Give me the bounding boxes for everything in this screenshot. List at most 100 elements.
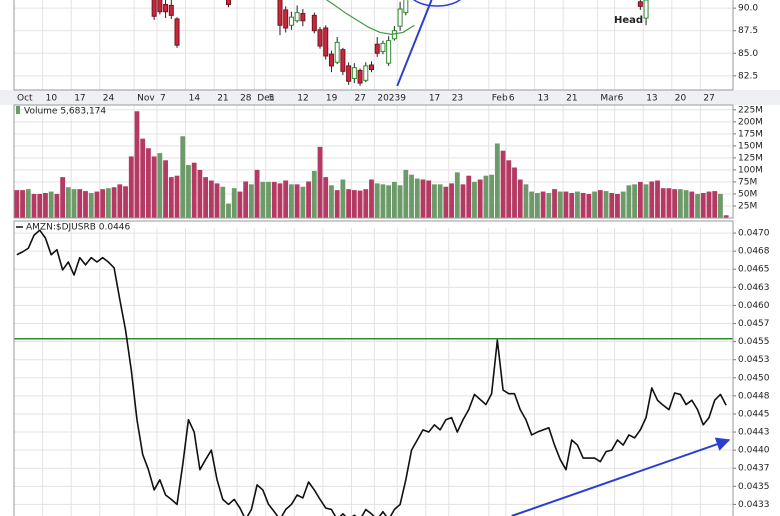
x-tick-label: 20 [675,94,687,104]
volume-bar [443,186,449,218]
volume-bar [237,191,243,218]
price-plot [14,0,733,90]
volume-bar [615,193,620,218]
volume-bar [506,160,512,218]
volume-bar [294,184,300,218]
y-tick-label: 0.0450 [738,373,770,383]
volume-bar [94,191,100,218]
volume-bar [603,191,609,218]
ratio-frame [13,220,734,516]
x-tick-label: 28 [240,94,252,104]
x-tick-label: 5 [269,94,275,104]
y-tick-label: 125M [738,153,763,163]
candle-body [294,12,300,22]
volume-bar [277,183,283,218]
candle-body [380,42,386,52]
volume-bar [546,192,552,218]
volume-bar [637,181,643,218]
volume-bar [306,181,311,218]
y-tick-label: 0.0468 [738,247,770,257]
volume-bar [25,189,31,218]
y-tick-label: 75M [738,177,757,187]
volume-bar [220,186,226,218]
volume-bar [134,111,140,218]
candle-body [374,43,380,54]
x-tick-label: 21 [217,94,228,104]
price-frame [13,0,734,91]
x-tick-label: 21 [566,94,577,104]
volume-bar [180,136,186,218]
volume-bar [660,188,666,218]
x-tick-label: 19 [326,94,338,104]
volume-bar [340,179,346,218]
y-tick-label: 85.0 [738,49,758,59]
volume-bar [191,162,197,218]
volume-bar [437,184,443,218]
candle-body [643,0,649,19]
volume-bar [214,183,220,218]
ratio-line [16,229,727,516]
candle-body [168,4,174,16]
volume-bar [609,192,615,218]
x-tick-label: Nov [137,94,155,104]
candle-body [346,65,352,82]
x-tick-label: 13 [538,94,549,104]
volume-bar [580,192,586,218]
y-tick-label: 0.0463 [738,283,770,293]
trendline [511,437,731,516]
candle-body [386,40,392,64]
y-tick-label: 175M [738,129,763,139]
volume-bar [449,183,454,218]
volume-bar [454,172,460,218]
volume-bar [60,177,66,218]
volume-bar [426,180,432,218]
volume-bar [208,180,214,218]
x-tick-label: Feb [492,94,508,104]
volume-bar [351,190,357,218]
x-tick-label: 27 [354,94,365,104]
volume-bar [83,191,88,218]
y-tick-label: 0.0457 [738,319,770,329]
x-tick-label: 17 [429,94,440,104]
x-tick-label: Mar [600,94,617,104]
candle-body [317,29,323,47]
y-tick-label: 0.0440 [738,446,770,456]
candle-body [403,0,409,14]
volume-bar [563,191,569,218]
x-tick-label: 6 [618,94,624,104]
volume-bar [712,191,718,218]
volume-bar [248,184,254,218]
y-tick-label: 0.0448 [738,391,770,401]
candle-body [340,49,346,72]
candle-body [283,9,289,29]
annotation: Head [614,15,643,26]
x-tick-label: 2023 [377,94,400,104]
volume-plot [14,105,733,218]
volume-bar [649,181,655,218]
volume-bar [266,181,271,218]
y-tick-label: 150M [738,141,763,151]
volume-bar [226,203,231,218]
volume-bar [683,190,689,218]
volume-bar [466,175,472,218]
volume-legend: Volume 5,683,174 [24,107,106,117]
volume-bar [380,184,386,218]
y-tick-label: 0.0453 [738,355,770,365]
y-tick-label: 0.0445 [738,409,770,419]
volume-bar [592,191,597,218]
volume-bar [403,169,409,218]
volume-bar [529,191,535,218]
volume-bar [140,138,146,218]
volume-frame [13,104,734,219]
candle-body [174,18,180,46]
candle-body [151,0,157,17]
y-tick-label: 0.0443 [738,428,770,438]
x-tick-label: Oct [17,94,33,104]
candle-body [637,1,643,7]
y-tick-label: 100M [738,165,763,175]
y-tick-label: 0.0460 [738,301,770,311]
x-tick-label: 10 [46,94,58,104]
volume-bar [317,146,323,218]
